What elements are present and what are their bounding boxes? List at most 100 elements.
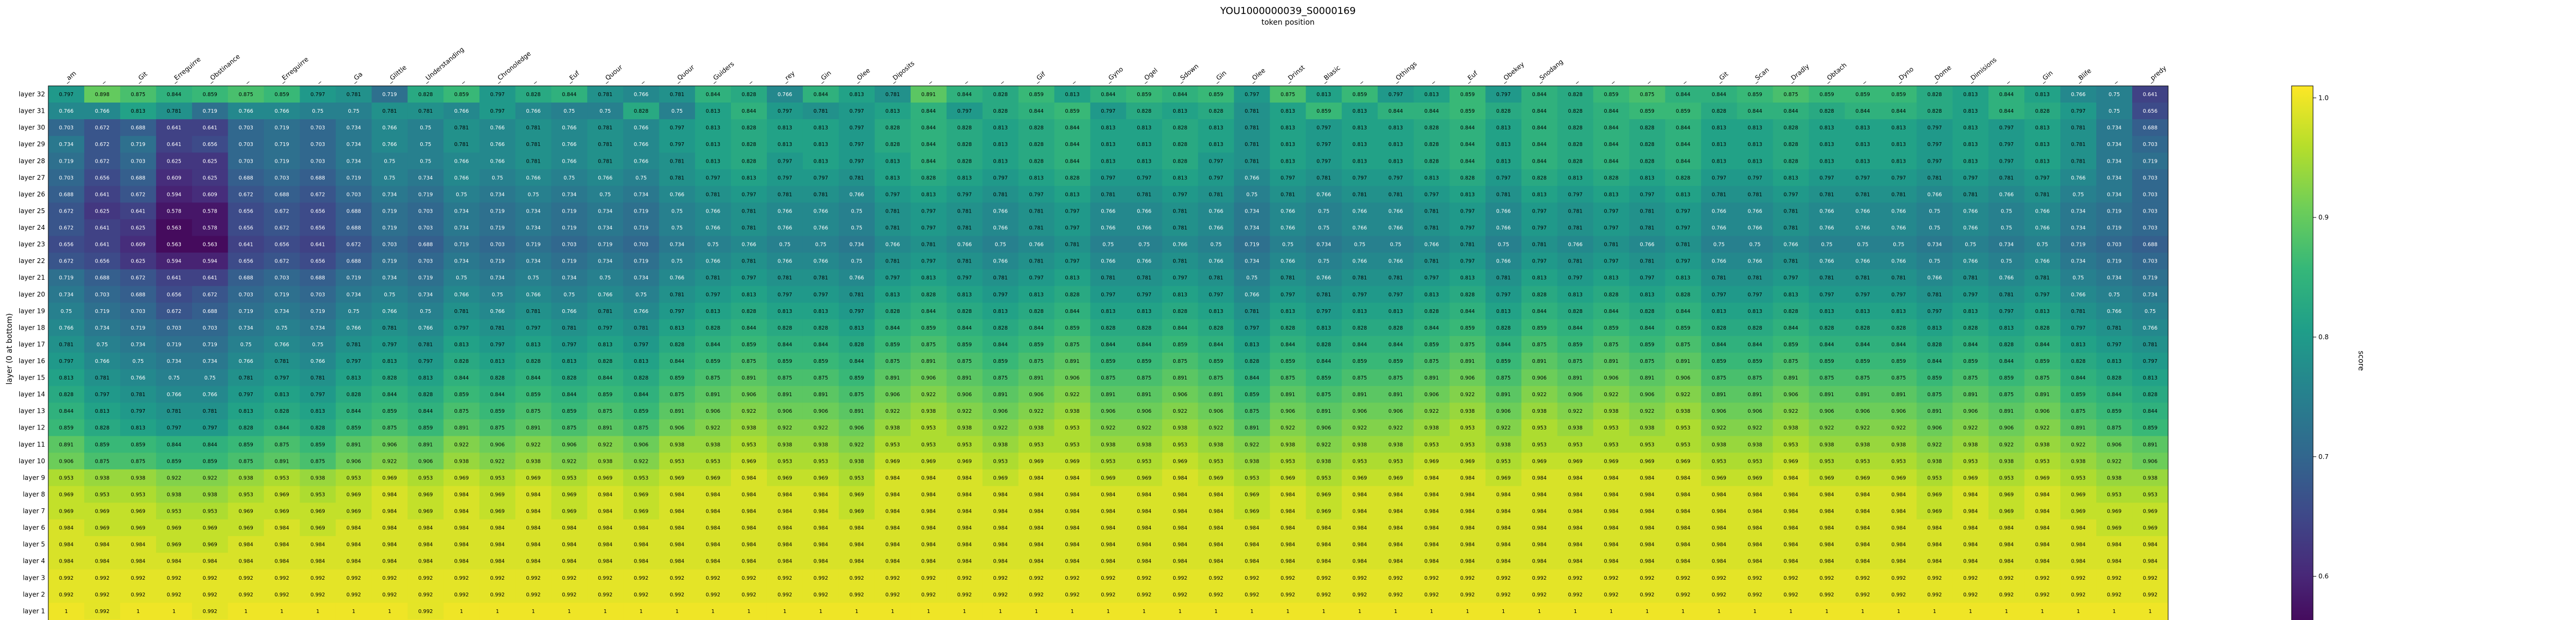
cell-value-label: 0.953 (1568, 442, 1583, 448)
cell-value-label: 0.781 (1676, 242, 1690, 248)
cell-value-label: 0.844 (850, 359, 864, 364)
cell-value-label: 0.703 (239, 142, 253, 148)
y-tick-label: layer 8 (23, 491, 45, 498)
cell-value-label: 0.797 (1819, 175, 1834, 181)
heatmap-cell (910, 103, 947, 120)
cell-value-label: 0.992 (1280, 575, 1295, 581)
cell-value-label: 0.781 (2071, 125, 2085, 131)
cell-value-label: 0.875 (490, 425, 504, 431)
cell-value-label: 0.781 (418, 342, 433, 348)
cell-value-label: 0.734 (1999, 242, 2014, 248)
cell-value-label: 0.859 (1352, 359, 1367, 364)
cell-value-label: 0.844 (1568, 325, 1583, 331)
cell-value-label: 0.984 (454, 542, 469, 548)
heatmap-cell (1198, 152, 1234, 170)
cell-value-label: 0.781 (1927, 292, 1942, 298)
cell-value-label: 0.797 (1280, 175, 1295, 181)
cell-value-label: 0.984 (993, 526, 1008, 531)
cell-value-label: 0.828 (1280, 325, 1295, 331)
cell-value-label: 0.953 (167, 509, 181, 515)
cell-value-label: 0.875 (95, 458, 109, 464)
cell-value-label: 0.984 (1173, 509, 1187, 515)
heatmap-cell (1737, 86, 1774, 103)
cell-value-label: 0.875 (311, 458, 325, 464)
cell-value-label: 0.891 (1747, 392, 1762, 398)
cell-value-label: 0.953 (239, 492, 253, 498)
heatmap-cell (1701, 86, 1738, 103)
cell-value-label: 0.906 (1783, 392, 1798, 398)
cell-value-label: 0.938 (1855, 442, 1870, 448)
cell-value-label: 0.906 (2143, 458, 2157, 464)
cell-value-label: 0.992 (2071, 575, 2085, 581)
cell-value-label: 0.922 (1532, 392, 1547, 398)
heatmap-cell (1988, 86, 2025, 103)
cell-value-label: 0.797 (2071, 325, 2085, 331)
cell-value-label: 0.797 (1388, 175, 1403, 181)
cell-value-label: 0.797 (1316, 125, 1331, 131)
cell-value-label: 0.828 (239, 425, 253, 431)
cell-value-label: 0.992 (1029, 592, 1044, 598)
cell-value-label: 0.891 (1712, 392, 1726, 398)
cell-value-label: 0.953 (1029, 442, 1044, 448)
cell-value-label: 1 (1394, 609, 1397, 615)
cell-value-label: 0.922 (1819, 425, 1834, 431)
cell-value-label: 0.781 (814, 275, 828, 281)
heatmap-cell (1701, 103, 1738, 120)
cell-value-label: 0.719 (346, 275, 361, 281)
cell-value-label: 0.969 (1209, 475, 1223, 481)
cell-value-label: 0.781 (2107, 325, 2121, 331)
cell-value-label: 0.844 (1927, 359, 1942, 364)
cell-value-label: 0.797 (670, 309, 684, 315)
cell-value-label: 0.953 (1065, 425, 1079, 431)
heatmap-cell (1378, 86, 1414, 103)
cell-value-label: 1 (2149, 609, 2152, 615)
cell-value-label: 0.75 (671, 259, 683, 265)
cell-value-label: 0.859 (1783, 342, 1798, 348)
cell-value-label: 0.75 (635, 292, 647, 298)
heatmap-cell (371, 119, 408, 136)
cell-value-label: 0.813 (1676, 192, 1690, 198)
x-tick-label: _Gif (1032, 70, 1047, 84)
cell-value-label: 0.906 (2107, 442, 2121, 448)
cell-value-label: 0.828 (382, 375, 397, 381)
cell-value-label: 0.813 (1496, 142, 1511, 148)
cell-value-label: 0.844 (1532, 142, 1547, 148)
cell-value-label: 0.844 (167, 442, 181, 448)
cell-value-label: 0.953 (1388, 458, 1403, 464)
cell-value-label: 0.984 (59, 526, 74, 531)
cell-value-label: 0.641 (167, 125, 181, 131)
cell-value-label: 0.984 (1065, 526, 1079, 531)
cell-value-label: 0.813 (346, 375, 361, 381)
heatmap-cell (1450, 119, 1486, 136)
heatmap-cell (479, 169, 516, 186)
cell-value-label: 0.969 (1532, 458, 1547, 464)
cell-value-label: 0.984 (2035, 492, 2050, 498)
cell-value-label: 0.984 (993, 559, 1008, 565)
cell-value-label: 0.984 (778, 509, 792, 515)
cell-value-label: 0.875 (454, 409, 469, 414)
cell-value-label: 0.969 (2071, 492, 2085, 498)
cell-value-label: 0.875 (1173, 359, 1187, 364)
cell-value-label: 0.859 (1460, 325, 1475, 331)
cell-value-label: 0.781 (1460, 242, 1475, 248)
cell-value-label: 0.75 (1318, 225, 1329, 231)
cell-value-label: 0.891 (1927, 409, 1942, 414)
cell-value-label: 0.859 (1676, 108, 1690, 114)
cell-value-label: 0.953 (1747, 458, 1762, 464)
cell-value-label: 0.766 (1029, 242, 1044, 248)
cell-value-label: 0.844 (1424, 108, 1439, 114)
cell-value-label: 0.641 (203, 275, 217, 281)
cell-value-label: 0.938 (1101, 442, 1115, 448)
cell-value-label: 0.797 (1532, 208, 1547, 214)
heatmap-cell (910, 152, 947, 170)
cell-value-label: 0.953 (311, 492, 325, 498)
cell-value-label: 0.906 (59, 458, 74, 464)
heatmap-cell (551, 169, 588, 186)
cell-value-label: 0.734 (2107, 192, 2121, 198)
cell-value-label: 0.922 (850, 442, 864, 448)
cell-value-label: 0.797 (1783, 275, 1798, 281)
cell-value-label: 0.875 (1532, 342, 1547, 348)
cell-value-label: 0.938 (1927, 458, 1942, 464)
cell-value-label: 0.906 (1280, 409, 1295, 414)
cell-value-label: 0.797 (778, 158, 792, 164)
